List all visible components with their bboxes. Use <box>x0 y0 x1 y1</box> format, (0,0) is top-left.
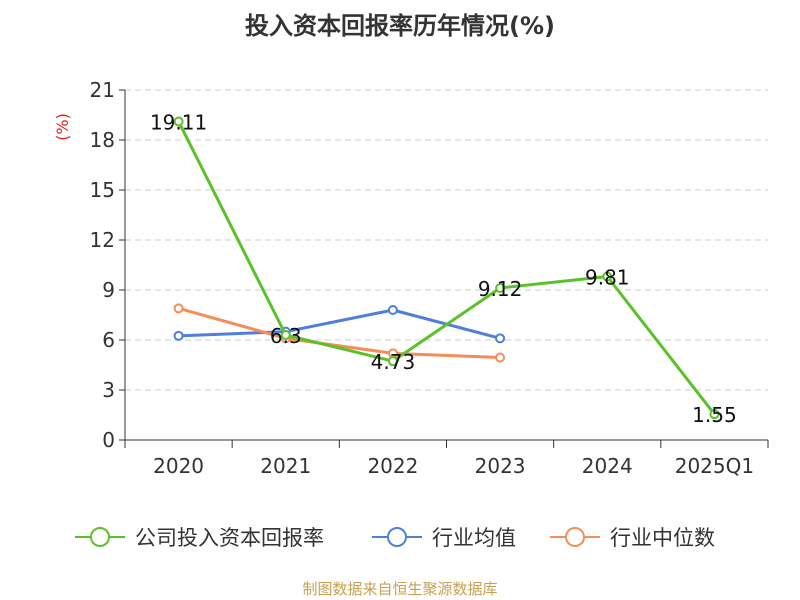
data-point <box>387 356 398 367</box>
data-point <box>495 333 506 344</box>
data-point <box>280 330 291 340</box>
legend-marker <box>387 527 407 547</box>
x-tick-label: 2022 <box>367 454 418 478</box>
data-point <box>173 303 184 314</box>
x-tick-label: 2023 <box>475 454 526 478</box>
data-label: 9.12 <box>478 277 523 301</box>
source-note: 制图数据来自恒生聚源数据库 <box>302 580 498 598</box>
x-tick-label: 2021 <box>260 454 311 478</box>
y-tick-label: 15 <box>90 178 115 202</box>
data-point <box>495 352 506 363</box>
x-tick-label: 2020 <box>153 454 204 478</box>
data-label: 6.3 <box>270 324 302 348</box>
legend-marker <box>90 527 110 547</box>
legend-label: 行业中位数 <box>610 526 715 550</box>
y-tick-label: 18 <box>90 128 115 152</box>
legend-marker <box>565 527 585 547</box>
y-tick-label: 3 <box>102 378 115 402</box>
data-point <box>495 283 506 293</box>
legend-label: 行业均值 <box>432 526 516 550</box>
x-tick-label: 2025Q1 <box>675 454 754 478</box>
data-point <box>602 271 613 282</box>
data-point <box>173 116 184 127</box>
data-label: 9.81 <box>585 266 630 290</box>
series-line <box>178 306 501 359</box>
series-line <box>177 120 716 416</box>
y-tick-label: 21 <box>90 78 115 102</box>
y-tick-label: 12 <box>90 228 115 252</box>
data-point <box>173 330 184 341</box>
data-label: 19.11 <box>150 111 207 135</box>
y-tick-label: 0 <box>102 428 115 452</box>
data-label: 1.55 <box>692 403 737 427</box>
y-axis-label: (%) <box>53 113 72 141</box>
data-point <box>387 305 398 315</box>
y-tick-label: 6 <box>102 328 115 352</box>
y-tick-label: 9 <box>102 278 115 302</box>
legend-label: 公司投入资本回报率 <box>135 526 324 550</box>
series-line <box>178 308 501 340</box>
data-point <box>709 409 720 420</box>
data-label: 4.73 <box>371 350 416 374</box>
chart-title: 投入资本回报率历年情况(%) <box>245 12 555 40</box>
x-tick-label: 2024 <box>582 454 633 478</box>
